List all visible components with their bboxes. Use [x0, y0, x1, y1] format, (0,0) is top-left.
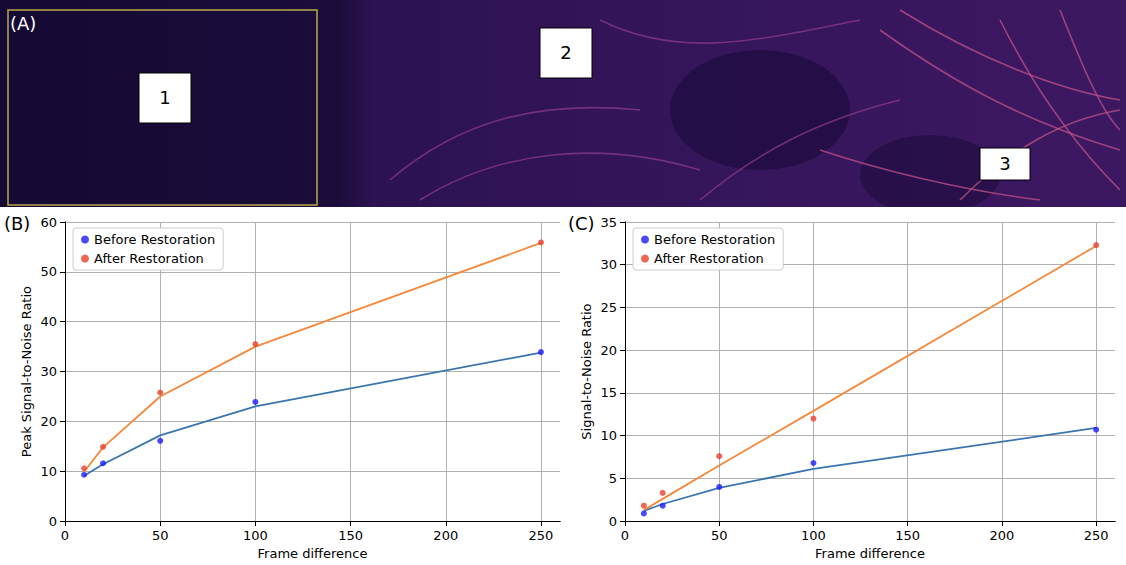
svg-text:Peak Signal-to-Noise Ratio: Peak Signal-to-Noise Ratio — [19, 286, 34, 457]
svg-text:20: 20 — [600, 343, 617, 358]
svg-text:25: 25 — [600, 300, 617, 315]
svg-text:250: 250 — [529, 528, 554, 543]
svg-text:50: 50 — [711, 528, 728, 543]
svg-text:20: 20 — [40, 414, 57, 429]
svg-text:10: 10 — [40, 464, 57, 479]
svg-text:Before Restoration: Before Restoration — [654, 232, 775, 247]
svg-text:200: 200 — [990, 528, 1015, 543]
svg-text:0: 0 — [49, 514, 57, 529]
svg-text:100: 100 — [243, 528, 268, 543]
svg-text:0: 0 — [609, 514, 617, 529]
svg-text:50: 50 — [40, 264, 57, 279]
svg-text:Frame difference: Frame difference — [258, 546, 368, 561]
svg-text:5: 5 — [609, 471, 617, 486]
svg-text:250: 250 — [1084, 528, 1109, 543]
svg-text:1: 1 — [159, 87, 170, 108]
svg-text:35: 35 — [600, 215, 617, 230]
svg-text:15: 15 — [600, 385, 617, 400]
svg-text:60: 60 — [40, 215, 57, 230]
svg-text:3: 3 — [999, 153, 1010, 174]
svg-text:Frame difference: Frame difference — [815, 546, 925, 561]
svg-text:200: 200 — [433, 528, 458, 543]
svg-text:(B): (B) — [4, 213, 30, 234]
svg-text:0: 0 — [61, 528, 69, 543]
svg-text:150: 150 — [895, 528, 920, 543]
svg-text:(A): (A) — [10, 13, 36, 34]
svg-text:40: 40 — [40, 314, 57, 329]
svg-text:10: 10 — [600, 428, 617, 443]
svg-text:150: 150 — [338, 528, 363, 543]
svg-text:Before Restoration: Before Restoration — [94, 232, 215, 247]
svg-text:(C): (C) — [568, 213, 595, 234]
svg-text:2: 2 — [560, 42, 571, 63]
svg-text:50: 50 — [152, 528, 169, 543]
svg-text:After Restoration: After Restoration — [94, 251, 204, 266]
svg-text:After Restoration: After Restoration — [654, 251, 764, 266]
svg-text:Signal-to-Noise Ratio: Signal-to-Noise Ratio — [579, 303, 594, 439]
svg-text:100: 100 — [801, 528, 826, 543]
svg-text:30: 30 — [600, 257, 617, 272]
svg-text:0: 0 — [621, 528, 629, 543]
svg-text:30: 30 — [40, 364, 57, 379]
